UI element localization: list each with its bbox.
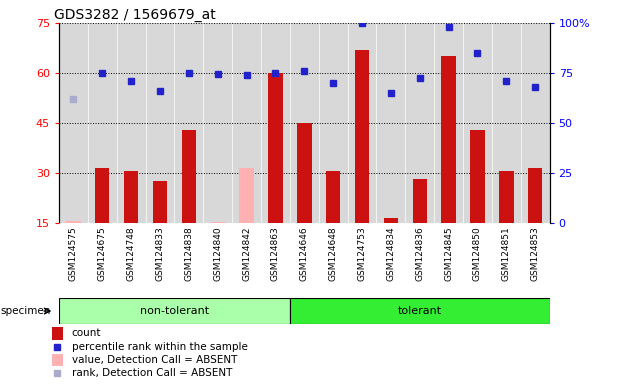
Bar: [442, 56, 456, 223]
Bar: [268, 73, 283, 223]
Text: GSM124838: GSM124838: [184, 227, 193, 281]
Bar: [52, 327, 63, 339]
Bar: [406, 23, 434, 223]
Bar: [175, 23, 203, 223]
Bar: [117, 23, 145, 223]
Bar: [203, 23, 232, 223]
Text: GSM124845: GSM124845: [444, 227, 453, 281]
Text: non-tolerant: non-tolerant: [140, 306, 209, 316]
Bar: [66, 221, 81, 223]
Text: GDS3282 / 1569679_at: GDS3282 / 1569679_at: [54, 8, 216, 22]
Bar: [434, 23, 463, 223]
Text: rank, Detection Call = ABSENT: rank, Detection Call = ABSENT: [71, 368, 232, 379]
Bar: [59, 298, 290, 324]
Bar: [52, 354, 63, 366]
Text: GSM124834: GSM124834: [386, 227, 396, 281]
Text: value, Detection Call = ABSENT: value, Detection Call = ABSENT: [71, 355, 237, 365]
Bar: [232, 23, 261, 223]
Text: GSM124753: GSM124753: [358, 227, 366, 281]
Bar: [239, 168, 254, 223]
Bar: [470, 129, 484, 223]
Text: GSM124648: GSM124648: [329, 227, 338, 281]
Bar: [355, 50, 369, 223]
Bar: [211, 222, 225, 223]
Text: GSM124840: GSM124840: [213, 227, 222, 281]
Bar: [153, 181, 167, 223]
Bar: [145, 23, 175, 223]
Bar: [326, 171, 340, 223]
Bar: [319, 23, 348, 223]
Text: GSM124850: GSM124850: [473, 227, 482, 281]
Text: GSM124853: GSM124853: [531, 227, 540, 281]
Bar: [528, 168, 542, 223]
Bar: [384, 218, 398, 223]
Bar: [181, 129, 196, 223]
Bar: [261, 23, 290, 223]
Text: GSM124675: GSM124675: [97, 227, 107, 281]
Text: GSM124833: GSM124833: [155, 227, 165, 281]
Bar: [297, 123, 312, 223]
Text: GSM124851: GSM124851: [502, 227, 511, 281]
Text: GSM124842: GSM124842: [242, 227, 251, 281]
Bar: [499, 171, 514, 223]
Text: specimen: specimen: [0, 306, 50, 316]
Text: tolerant: tolerant: [397, 306, 442, 316]
Bar: [492, 23, 521, 223]
Bar: [290, 298, 550, 324]
Text: GSM124863: GSM124863: [271, 227, 280, 281]
Bar: [463, 23, 492, 223]
Bar: [412, 179, 427, 223]
Bar: [95, 168, 109, 223]
Bar: [59, 23, 88, 223]
Text: count: count: [71, 328, 101, 338]
Text: GSM124748: GSM124748: [127, 227, 135, 281]
Bar: [521, 23, 550, 223]
Text: GSM124575: GSM124575: [69, 227, 78, 281]
Text: GSM124646: GSM124646: [300, 227, 309, 281]
Bar: [348, 23, 376, 223]
Bar: [376, 23, 406, 223]
Text: percentile rank within the sample: percentile rank within the sample: [71, 341, 248, 352]
Bar: [290, 23, 319, 223]
Bar: [88, 23, 117, 223]
Bar: [124, 171, 138, 223]
Text: GSM124836: GSM124836: [415, 227, 424, 281]
